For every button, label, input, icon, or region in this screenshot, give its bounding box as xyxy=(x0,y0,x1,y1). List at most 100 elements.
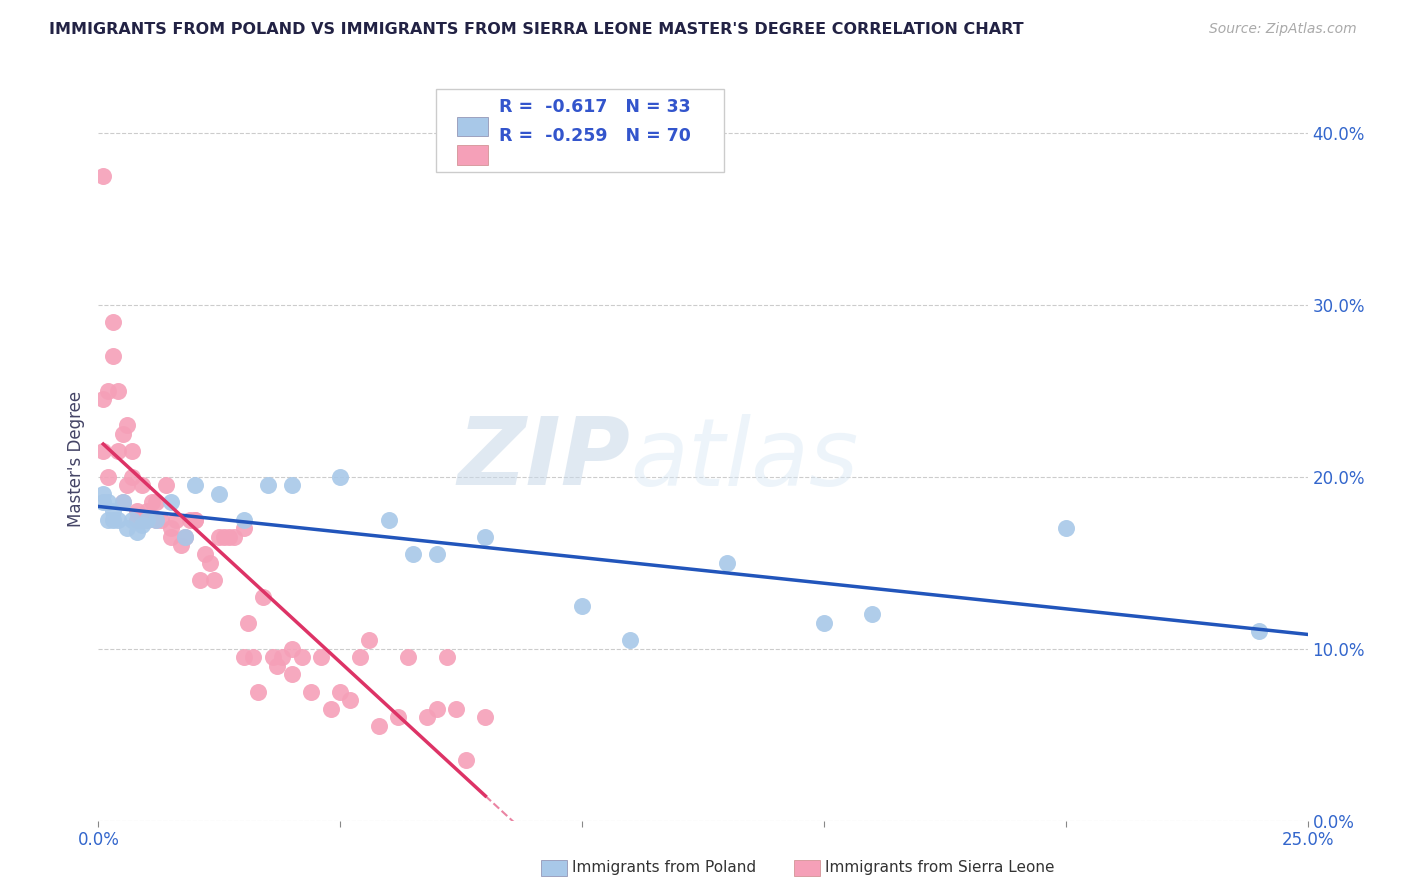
Point xyxy=(107,443,129,458)
Point xyxy=(194,547,217,561)
Point xyxy=(131,513,153,527)
Point xyxy=(127,524,149,539)
Point xyxy=(145,513,167,527)
Point xyxy=(145,513,167,527)
Point xyxy=(396,650,419,665)
Point xyxy=(416,710,439,724)
Point xyxy=(145,495,167,509)
Point xyxy=(309,650,332,665)
Point xyxy=(232,650,254,665)
Point xyxy=(97,469,120,483)
Point xyxy=(111,426,134,441)
Point xyxy=(135,513,157,527)
Text: R =  -0.617   N = 33: R = -0.617 N = 33 xyxy=(499,98,690,116)
Point xyxy=(91,169,114,183)
Point xyxy=(198,556,221,570)
Point xyxy=(141,495,163,509)
Point xyxy=(97,513,120,527)
Point xyxy=(184,513,207,527)
Point xyxy=(117,417,139,432)
Point xyxy=(619,633,641,648)
Point xyxy=(329,469,352,483)
Text: R =  -0.259   N = 70: R = -0.259 N = 70 xyxy=(499,127,690,145)
Point xyxy=(208,487,231,501)
Point xyxy=(271,650,294,665)
Point xyxy=(1249,624,1271,639)
Point xyxy=(160,495,183,509)
Point xyxy=(101,349,124,363)
Point xyxy=(179,513,201,527)
Point xyxy=(101,315,124,329)
Point xyxy=(97,495,120,509)
Point xyxy=(91,443,114,458)
Point xyxy=(165,513,187,527)
Point xyxy=(299,684,322,698)
Y-axis label: Master's Degree: Master's Degree xyxy=(67,392,86,527)
Point xyxy=(426,702,449,716)
Point xyxy=(426,547,449,561)
Point xyxy=(121,443,143,458)
Point xyxy=(91,392,114,407)
Text: Immigrants from Sierra Leone: Immigrants from Sierra Leone xyxy=(825,861,1054,875)
Point xyxy=(107,384,129,398)
Point xyxy=(349,650,371,665)
Point xyxy=(247,684,270,698)
Point xyxy=(813,615,835,630)
Point xyxy=(184,478,207,492)
Point xyxy=(111,495,134,509)
Point xyxy=(174,530,197,544)
Point xyxy=(135,504,157,518)
Point xyxy=(127,513,149,527)
Point xyxy=(131,517,153,532)
Point xyxy=(174,530,197,544)
Point xyxy=(208,530,231,544)
Point xyxy=(281,667,304,681)
Point xyxy=(135,513,157,527)
Point xyxy=(242,650,264,665)
Point xyxy=(319,702,342,716)
Point xyxy=(169,538,191,552)
Point xyxy=(160,530,183,544)
Point xyxy=(131,478,153,492)
Point xyxy=(232,513,254,527)
Point xyxy=(281,478,304,492)
Point xyxy=(571,599,593,613)
Point xyxy=(474,710,496,724)
Point xyxy=(218,530,240,544)
Point xyxy=(377,513,399,527)
Point xyxy=(160,521,183,535)
Text: IMMIGRANTS FROM POLAND VS IMMIGRANTS FROM SIERRA LEONE MASTER'S DEGREE CORRELATI: IMMIGRANTS FROM POLAND VS IMMIGRANTS FRO… xyxy=(49,22,1024,37)
Point xyxy=(281,641,304,656)
Text: ZIP: ZIP xyxy=(457,413,630,506)
Point xyxy=(111,495,134,509)
Point xyxy=(101,504,124,518)
Point xyxy=(339,693,361,707)
Point xyxy=(252,590,274,604)
Point xyxy=(117,478,139,492)
Point xyxy=(121,469,143,483)
Point xyxy=(290,650,312,665)
Point xyxy=(184,513,207,527)
Point xyxy=(155,478,177,492)
Point xyxy=(262,650,284,665)
Point xyxy=(97,384,120,398)
Point xyxy=(107,513,129,527)
Point xyxy=(232,521,254,535)
Point xyxy=(402,547,425,561)
Point xyxy=(716,556,738,570)
Point xyxy=(436,650,458,665)
Point xyxy=(368,719,391,733)
Point xyxy=(238,615,260,630)
Point xyxy=(101,513,124,527)
Point xyxy=(150,513,173,527)
Text: Source: ZipAtlas.com: Source: ZipAtlas.com xyxy=(1209,22,1357,37)
Text: atlas: atlas xyxy=(630,414,859,505)
Point xyxy=(204,573,226,587)
Point xyxy=(91,487,114,501)
Point xyxy=(860,607,883,622)
Text: Immigrants from Poland: Immigrants from Poland xyxy=(572,861,756,875)
Point xyxy=(446,702,468,716)
Point xyxy=(359,633,381,648)
Point xyxy=(117,521,139,535)
Point xyxy=(474,530,496,544)
